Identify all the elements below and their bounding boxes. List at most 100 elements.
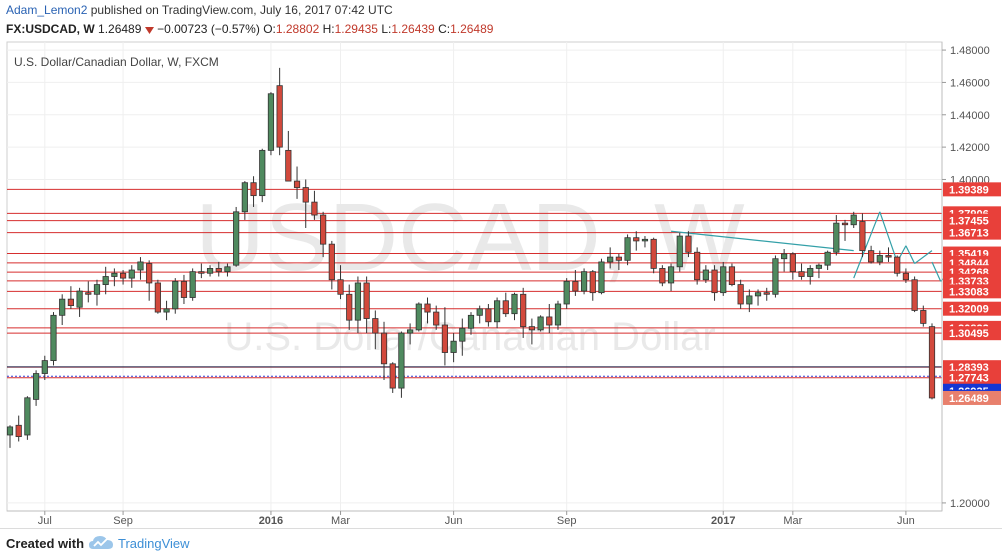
candle[interactable] (537, 316, 544, 331)
candle[interactable] (111, 272, 118, 277)
candle[interactable] (824, 251, 831, 266)
candle[interactable] (180, 280, 188, 298)
candle[interactable] (250, 182, 257, 197)
candle[interactable] (763, 292, 770, 295)
candle[interactable] (876, 255, 883, 263)
candle[interactable] (163, 308, 170, 313)
candle[interactable] (433, 311, 440, 326)
candle[interactable] (389, 363, 396, 389)
candle[interactable] (580, 271, 588, 292)
candle[interactable] (302, 187, 309, 203)
candle[interactable] (311, 201, 318, 216)
candle[interactable] (746, 295, 753, 305)
tradingview-brand[interactable]: TradingView (118, 536, 190, 551)
candle[interactable] (415, 303, 422, 331)
candle[interactable] (807, 268, 814, 277)
candle[interactable] (659, 268, 666, 284)
candle[interactable] (815, 264, 823, 269)
candle[interactable] (528, 326, 535, 331)
candle[interactable] (119, 272, 127, 279)
candle[interactable] (868, 250, 875, 263)
candle[interactable] (928, 326, 936, 399)
candle[interactable] (676, 235, 683, 268)
candle[interactable] (607, 256, 614, 263)
candle[interactable] (589, 271, 596, 294)
candle[interactable] (146, 263, 153, 284)
candle[interactable] (667, 266, 675, 284)
candle[interactable] (354, 282, 362, 321)
candle[interactable] (67, 298, 74, 307)
candle[interactable] (563, 280, 570, 305)
candle[interactable] (128, 269, 135, 279)
candle[interactable] (233, 211, 240, 266)
candle[interactable] (511, 293, 518, 315)
trend-line[interactable] (670, 230, 854, 252)
candle[interactable] (137, 261, 144, 271)
candle[interactable] (502, 300, 509, 315)
candle[interactable] (441, 324, 449, 353)
candle[interactable] (841, 222, 849, 226)
candlestick-chart[interactable]: USDCAD, WU.S. Dollar/Canadian DollarU.S.… (0, 0, 1002, 528)
candle[interactable] (615, 256, 622, 261)
candle[interactable] (59, 298, 66, 316)
candle[interactable] (293, 180, 301, 188)
candle[interactable] (476, 308, 483, 316)
candle[interactable] (711, 269, 718, 294)
candle[interactable] (572, 280, 579, 292)
candle[interactable] (650, 238, 657, 269)
candle[interactable] (93, 284, 101, 295)
trend-line[interactable] (914, 250, 933, 265)
candle[interactable] (85, 292, 92, 295)
candle[interactable] (41, 360, 48, 374)
candle[interactable] (685, 235, 692, 253)
candle[interactable] (15, 424, 22, 438)
candle[interactable] (894, 256, 901, 274)
candle[interactable] (337, 279, 344, 295)
candle[interactable] (493, 300, 501, 323)
candle[interactable] (24, 397, 31, 436)
candle[interactable] (50, 314, 57, 361)
trend-line[interactable] (879, 211, 898, 263)
candle[interactable] (598, 261, 605, 294)
candle[interactable] (372, 318, 379, 334)
trend-line[interactable] (931, 261, 942, 282)
candle[interactable] (363, 282, 370, 319)
candle[interactable] (772, 258, 779, 295)
candle[interactable] (728, 266, 736, 285)
candle[interactable] (911, 279, 918, 311)
candle[interactable] (380, 332, 388, 365)
trend-line[interactable] (905, 245, 916, 264)
candle[interactable] (789, 253, 796, 273)
candle[interactable] (737, 284, 744, 305)
candle[interactable] (285, 149, 292, 182)
candle[interactable] (154, 282, 161, 313)
tradingview-cloud-icon[interactable] (88, 534, 114, 552)
candle[interactable] (407, 329, 414, 334)
candle[interactable] (485, 308, 492, 323)
candle[interactable] (885, 255, 892, 258)
candle[interactable] (902, 272, 910, 281)
candle[interactable] (102, 276, 109, 285)
candle[interactable] (450, 340, 457, 353)
candle[interactable] (798, 271, 805, 277)
candle[interactable] (624, 237, 631, 261)
candle[interactable] (720, 266, 727, 294)
candle[interactable] (320, 214, 327, 245)
candle[interactable] (459, 327, 466, 342)
candle[interactable] (259, 149, 266, 197)
candle[interactable] (198, 271, 205, 274)
candle[interactable] (224, 266, 231, 273)
candle[interactable] (424, 303, 431, 313)
candle[interactable] (398, 332, 405, 389)
candle[interactable] (754, 292, 762, 297)
candle[interactable] (546, 316, 553, 326)
candle[interactable] (76, 290, 83, 308)
candle[interactable] (6, 426, 14, 436)
candle[interactable] (694, 251, 701, 281)
candle[interactable] (833, 222, 840, 253)
candle[interactable] (641, 238, 649, 242)
candle[interactable] (859, 221, 866, 252)
candle[interactable] (267, 93, 275, 151)
candle[interactable] (215, 268, 222, 273)
candle[interactable] (32, 373, 40, 400)
